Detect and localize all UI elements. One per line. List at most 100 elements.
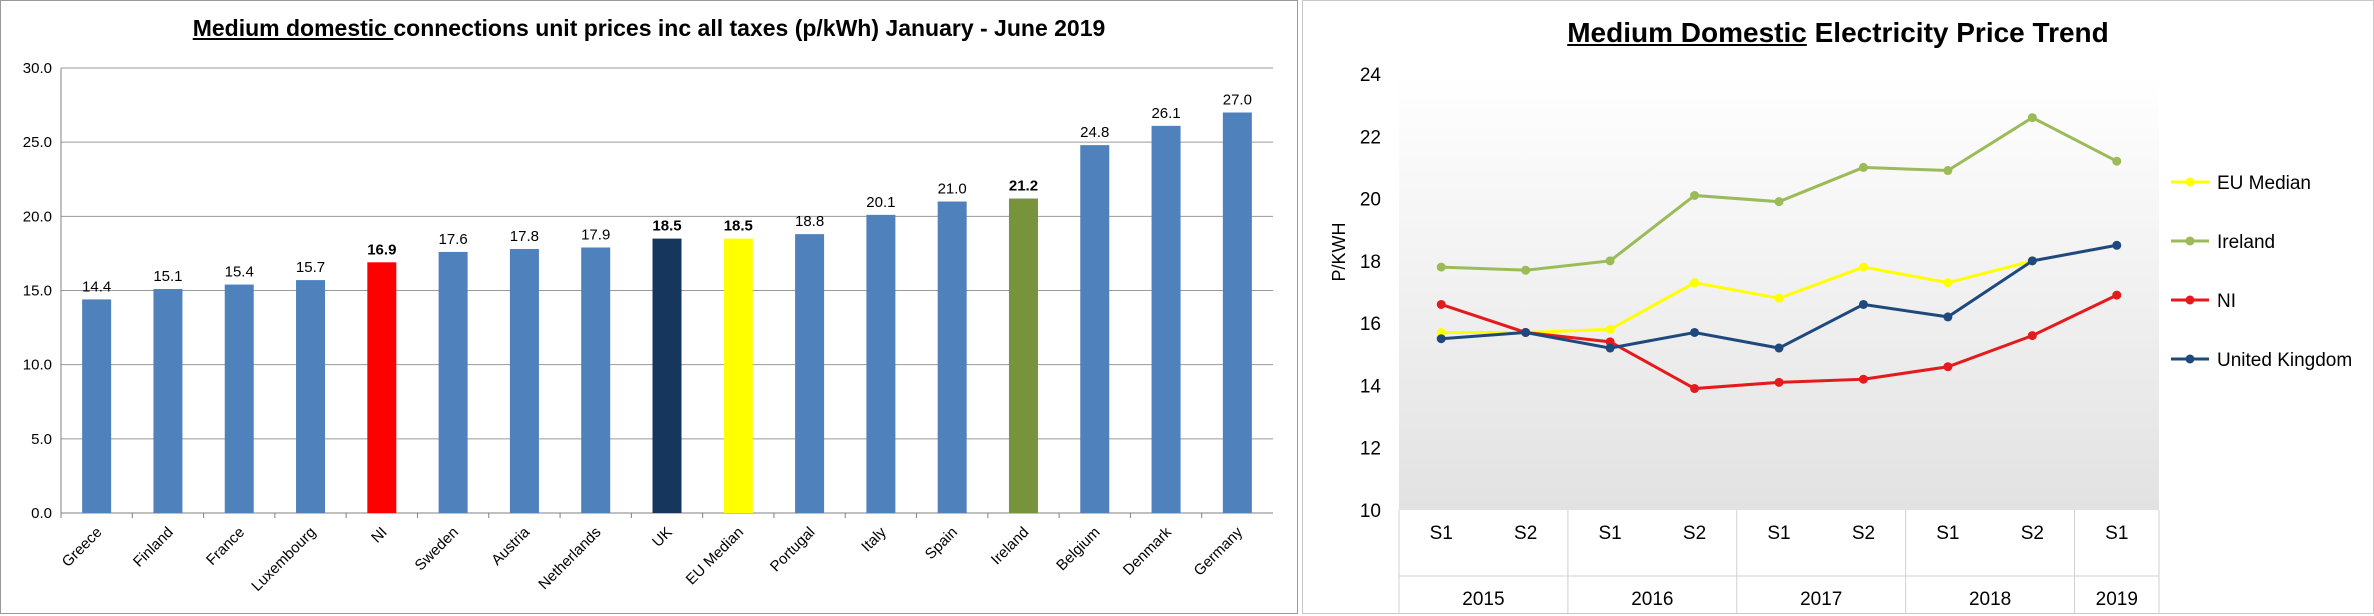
y-tick-label: 30.0 [23, 60, 52, 77]
y-tick-label: 14 [1360, 376, 1382, 397]
series-point-ni [1436, 299, 1446, 309]
x-tick-label-belgium: Belgium [1053, 524, 1103, 574]
line-chart-title-rest: Electricity Price Trend [1806, 17, 2109, 48]
legend-label-ni: NI [2217, 291, 2236, 312]
data-label-eu-median: 18.5 [724, 218, 753, 235]
y-tick-label: 18 [1360, 252, 1381, 273]
bar-denmark [1151, 125, 1181, 513]
y-tick-label: 5.0 [31, 431, 52, 448]
data-label-austria: 17.8 [510, 228, 539, 245]
x-tick-label-france: France [203, 524, 248, 569]
data-label-ni: 16.9 [367, 241, 396, 258]
y-tick-label: 0.0 [31, 505, 52, 522]
legend-label-ireland: Ireland [2217, 232, 2275, 253]
x-year-label: 2017 [1800, 589, 1842, 610]
series-point-united-kingdom [1521, 327, 1531, 337]
x-tick-label-netherlands: Netherlands [535, 524, 604, 593]
bar-sweden [438, 251, 468, 513]
bar-greece [82, 299, 112, 513]
series-point-ireland [1943, 166, 1953, 176]
x-tick-label-ni: NI [368, 524, 391, 547]
legend-marker-eu-median [2185, 177, 2195, 187]
series-point-ireland [2027, 113, 2037, 123]
y-tick-label: 20.0 [23, 208, 52, 225]
x-tick-label-greece: Greece [59, 524, 106, 571]
series-point-eu-median [1943, 278, 1953, 288]
data-label-denmark: 26.1 [1151, 105, 1180, 122]
x-year-label: 2015 [1462, 589, 1504, 610]
data-label-ireland: 21.2 [1009, 178, 1038, 195]
series-point-united-kingdom [1858, 299, 1868, 309]
data-label-belgium: 24.8 [1080, 124, 1109, 141]
data-label-france: 15.4 [225, 264, 254, 281]
x-tick-label-denmark: Denmark [1120, 523, 1175, 578]
line-chart-panel: Medium Domestic Electricity Price Trend … [1302, 0, 2374, 614]
data-label-germany: 27.0 [1223, 92, 1252, 109]
bar-france [224, 284, 254, 513]
series-point-ni [1858, 374, 1868, 384]
series-point-united-kingdom [1605, 343, 1615, 353]
x-tick-label-finland: Finland [130, 524, 177, 571]
y-tick-label: 25.0 [23, 134, 52, 151]
data-label-finland: 15.1 [153, 268, 182, 285]
bar-chart-title-underlined: Medium domestic [192, 15, 394, 41]
series-point-united-kingdom [2027, 256, 2037, 266]
series-point-ireland [1690, 190, 1700, 200]
series-line-eu-median [1441, 259, 2033, 334]
series-point-united-kingdom [1690, 327, 1700, 337]
x-year-label: 2019 [2096, 589, 2138, 610]
x-tick-label-sweden: Sweden [412, 524, 462, 574]
x-year-label: 2016 [1631, 589, 1673, 610]
y-tick-label: 24 [1360, 65, 1382, 86]
bar-eu-median [723, 238, 753, 514]
x-period-label: S1 [1430, 523, 1453, 544]
legend-marker-ireland [2185, 236, 2195, 246]
legend-label-eu-median: EU Median [2217, 173, 2311, 194]
series-point-united-kingdom [1436, 334, 1446, 344]
y-tick-label: 15.0 [23, 283, 52, 300]
x-period-label: S2 [1514, 523, 1537, 544]
bar-ireland [1008, 198, 1038, 514]
series-point-ireland [1436, 262, 1446, 272]
legend-marker-ni [2185, 295, 2195, 305]
series-point-united-kingdom [1943, 312, 1953, 322]
bar-chart-panel: Medium domestic connections unit prices … [0, 0, 1298, 614]
x-tick-label-germany: Germany [1191, 523, 1247, 579]
y-axis-label: P/KWH [1329, 222, 1349, 281]
bar-chart-title: Medium domestic connections unit prices … [1, 15, 1297, 42]
series-point-ni [1690, 384, 1700, 394]
bar-luxembourg [296, 280, 326, 513]
x-period-label: S1 [1936, 523, 1959, 544]
x-period-label: S2 [1683, 523, 1706, 544]
series-point-ni [2112, 290, 2122, 300]
x-tick-label-luxembourg: Luxembourg [248, 524, 319, 595]
series-point-ireland [1521, 265, 1531, 275]
bar-ni [367, 262, 397, 513]
bar-austria [509, 248, 539, 513]
series-point-eu-median [1605, 324, 1615, 334]
legend-label-united-kingdom: United Kingdom [2217, 350, 2352, 371]
data-label-greece: 14.4 [82, 278, 111, 295]
x-tick-label-ireland: Ireland [988, 524, 1032, 568]
x-period-label: S1 [1767, 523, 1790, 544]
data-label-uk: 18.5 [652, 218, 681, 235]
bar-spain [937, 201, 967, 513]
series-point-ni [1605, 337, 1615, 347]
data-label-spain: 21.0 [938, 181, 967, 198]
y-tick-label: 10.0 [23, 357, 52, 374]
bar-portugal [795, 234, 825, 513]
bar-netherlands [581, 247, 611, 513]
x-tick-label-portugal: Portugal [767, 524, 819, 576]
data-label-sweden: 17.6 [439, 231, 468, 248]
series-point-ni [1943, 362, 1953, 372]
legend-marker-united-kingdom [2185, 354, 2195, 364]
bar-germany [1222, 112, 1252, 513]
series-point-united-kingdom [1774, 343, 1784, 353]
x-period-label: S2 [1852, 523, 1875, 544]
data-label-netherlands: 17.9 [581, 226, 610, 243]
bar-belgium [1080, 145, 1110, 513]
x-tick-label-austria: Austria [488, 523, 533, 568]
line-chart-title-underlined: Medium Domestic [1567, 17, 1807, 48]
x-year-label: 2018 [1969, 589, 2011, 610]
x-tick-label-italy: Italy [858, 523, 890, 555]
